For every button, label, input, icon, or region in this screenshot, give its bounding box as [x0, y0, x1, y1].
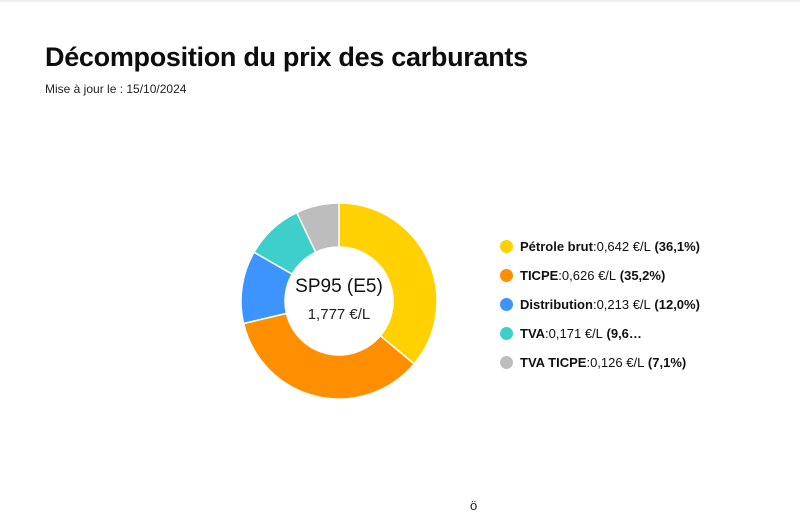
legend-name: TVA: [520, 326, 546, 341]
legend-item-tva-ticpe[interactable]: TVA TICPE : 0,126 €/L (7,1%): [500, 348, 730, 377]
legend-percent: (7,1%): [647, 355, 687, 370]
donut-svg: [240, 202, 438, 400]
legend-item-petrole-brut[interactable]: Pétrole brut : 0,642 €/L (36,1%): [500, 232, 730, 261]
footer-text-fragment: ö: [470, 498, 478, 513]
legend-value: 0,171 €/L: [548, 326, 603, 341]
legend-dot-icon: [500, 356, 513, 369]
donut-slice-petrole-brut[interactable]: [338, 202, 438, 366]
donut-center: SP95 (E5) 1,777 €/L: [236, 198, 442, 404]
legend-name: Distribution: [520, 297, 593, 312]
legend-dot-icon: [500, 327, 513, 340]
legend-name: TVA TICPE: [520, 355, 587, 370]
update-date: Mise à jour le : 15/10/2024: [45, 82, 187, 96]
legend-percent: (12,0%): [654, 297, 700, 312]
legend-value: 0,642 €/L: [596, 239, 651, 254]
legend-name: TICPE: [520, 268, 559, 283]
legend-percent: (35,2%): [619, 268, 666, 283]
legend-separator: :: [545, 326, 549, 341]
legend-separator: :: [558, 268, 562, 283]
legend-percent: (36,1%): [654, 239, 700, 254]
legend-dot-icon: [500, 269, 513, 282]
legend-item-distribution[interactable]: Distribution : 0,213 €/L (12,0%): [500, 290, 730, 319]
legend-percent: (9,6…: [606, 326, 642, 341]
legend-separator: :: [592, 297, 597, 312]
total-price-label: 1,777 €/L: [307, 306, 371, 323]
legend-value: 0,126 €/L: [590, 355, 645, 370]
donut-slice-tva-ticpe[interactable]: [295, 202, 340, 254]
fuel-type-label: SP95 (E5): [295, 276, 383, 297]
donut-chart: [236, 198, 442, 404]
page-title: Décomposition du prix des carburants: [45, 42, 528, 72]
legend-separator: :: [586, 355, 591, 370]
legend-value: 0,626 €/L: [561, 268, 617, 283]
top-divider: [0, 0, 800, 2]
chart-legend: Pétrole brut : 0,642 €/L (36,1%) TICPE :…: [500, 232, 730, 377]
legend-name: Pétrole brut: [520, 239, 593, 254]
legend-separator: :: [592, 239, 597, 254]
legend-value: 0,213 €/L: [596, 297, 651, 312]
legend-item-tva[interactable]: TVA : 0,171 €/L (9,6…: [500, 319, 730, 348]
legend-item-ticpe[interactable]: TICPE : 0,626 €/L (35,2%): [500, 261, 730, 290]
legend-dot-icon: [500, 298, 513, 311]
legend-dot-icon: [500, 240, 513, 253]
donut-slice-ticpe[interactable]: [242, 312, 416, 400]
